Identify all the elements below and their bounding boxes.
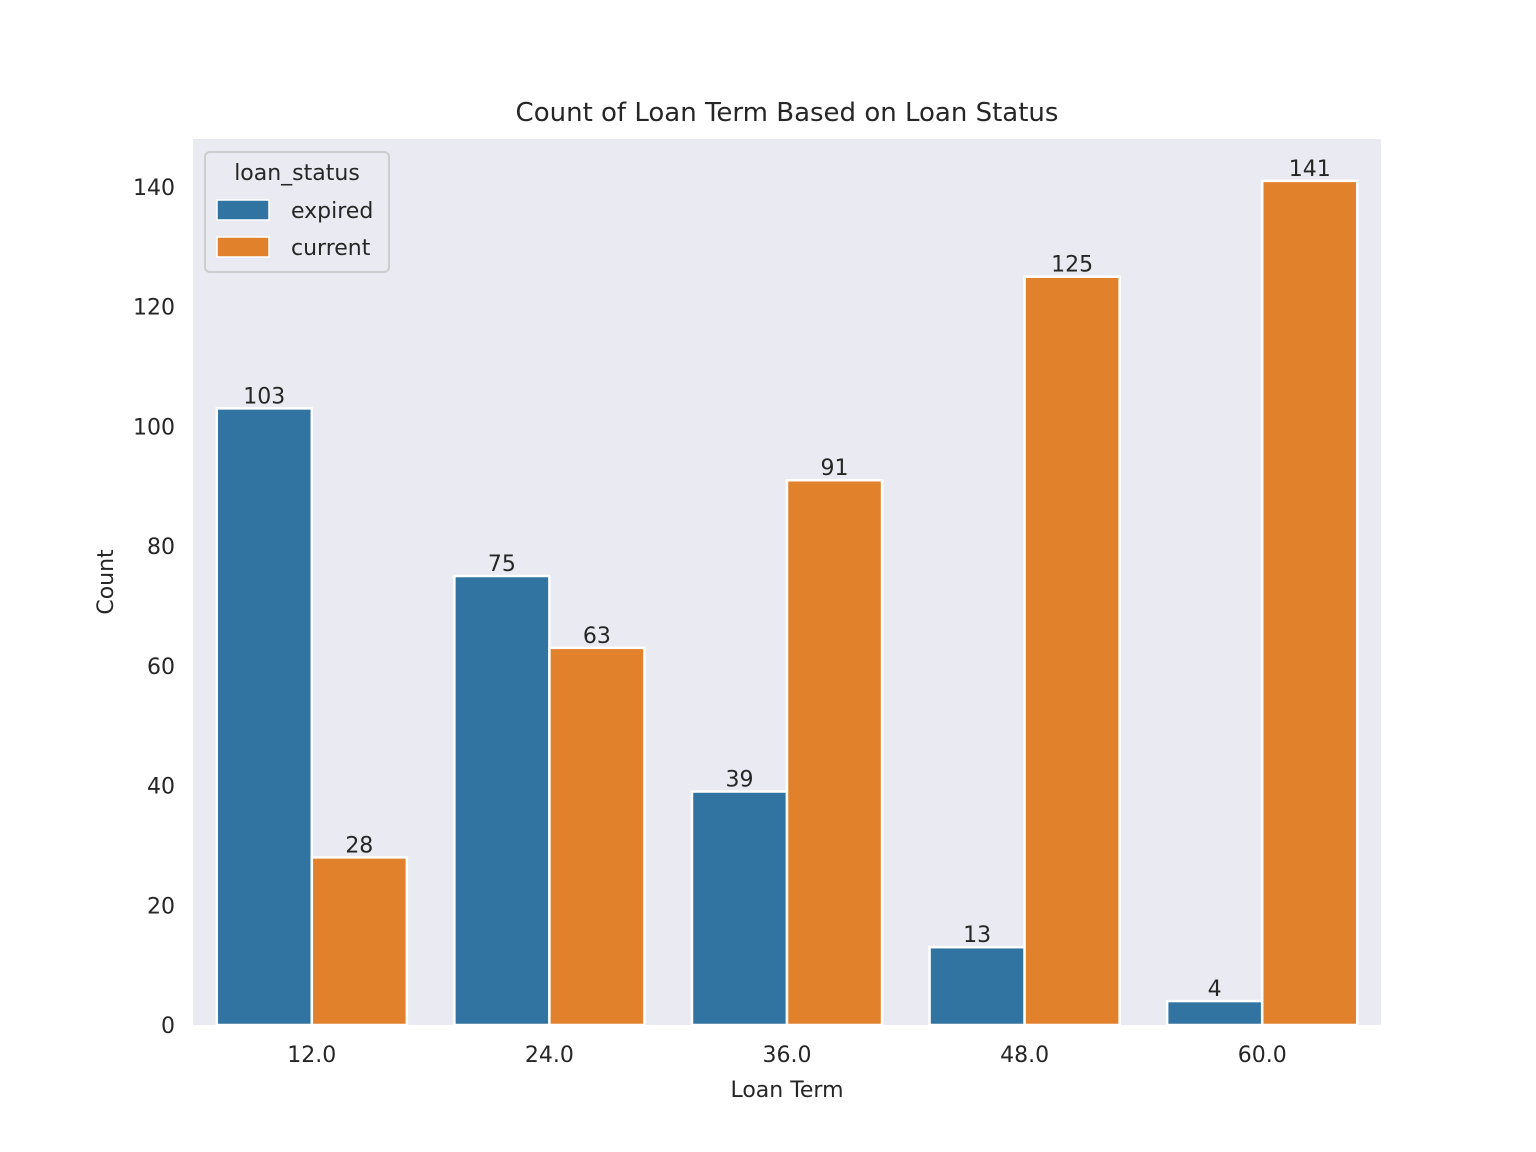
bar-current-36.0 <box>785 478 884 1027</box>
bar-current-48.0 <box>1023 275 1121 1027</box>
bar-expired-60.0 <box>1165 999 1264 1027</box>
bar-expired-36.0 <box>690 790 789 1027</box>
legend: loan_status expired current <box>204 151 390 273</box>
data-label-expired-60.0: 4 <box>1208 977 1222 1002</box>
y-tick-label: 40 <box>147 775 175 800</box>
data-label-current-12.0: 28 <box>345 833 373 858</box>
x-axis-label: Loan Term <box>730 1078 843 1103</box>
x-tick-label: 24.0 <box>525 1043 574 1068</box>
x-tick-label: 12.0 <box>287 1043 336 1068</box>
bar-current-24.0 <box>548 646 646 1027</box>
data-label-expired-12.0: 103 <box>243 384 285 409</box>
y-tick-label: 0 <box>161 1014 175 1039</box>
bar-expired-24.0 <box>453 574 551 1027</box>
bar-current-60.0 <box>1260 179 1359 1027</box>
y-tick-label: 80 <box>147 535 175 560</box>
y-tick-label: 20 <box>147 894 175 919</box>
legend-swatch-expired <box>216 199 270 221</box>
data-label-current-60.0: 141 <box>1289 157 1331 182</box>
bar-current-12.0 <box>310 856 409 1027</box>
y-tick-label: 120 <box>133 296 175 321</box>
data-label-expired-24.0: 75 <box>488 552 516 577</box>
bar-expired-12.0 <box>215 407 314 1027</box>
bar-expired-48.0 <box>928 945 1026 1027</box>
y-axis-label: Count <box>94 549 119 615</box>
y-tick-label: 100 <box>133 415 175 440</box>
legend-label-current: current <box>291 236 371 261</box>
data-label-current-48.0: 125 <box>1051 253 1093 278</box>
y-tick-label: 140 <box>133 176 175 201</box>
x-tick-label: 48.0 <box>1000 1043 1049 1068</box>
x-tick-label: 60.0 <box>1238 1043 1287 1068</box>
y-tick-label: 60 <box>147 655 175 680</box>
data-label-current-36.0: 91 <box>821 456 849 481</box>
data-label-expired-36.0: 39 <box>725 768 753 793</box>
data-label-current-24.0: 63 <box>583 624 611 649</box>
legend-label-expired: expired <box>291 199 373 224</box>
legend-swatch-current <box>216 236 270 258</box>
x-tick-label: 36.0 <box>763 1043 812 1068</box>
data-label-expired-48.0: 13 <box>963 923 991 948</box>
chart-title: Count of Loan Term Based on Loan Status <box>516 98 1059 128</box>
legend-title: loan_status <box>234 161 360 186</box>
